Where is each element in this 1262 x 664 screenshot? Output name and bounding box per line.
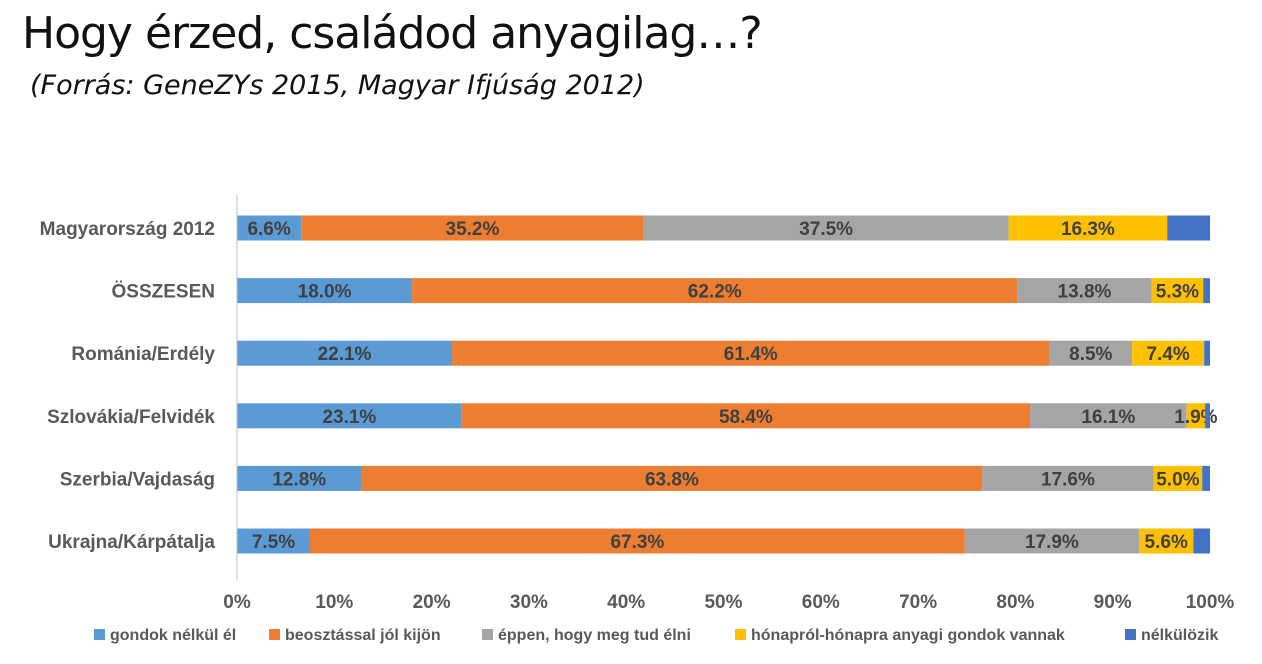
bar-segment-honaprol-honapra-anyagi-gondok-vannak-romania-erdely [1132,340,1205,366]
data-label: 7.5% [252,532,295,553]
data-label: 12.8% [272,469,326,490]
data-label: 63.8% [645,469,699,490]
category-label-szlovakia-felvidek: Szlovákia/Felvidék [47,407,215,428]
data-label: 17.6% [1041,469,1095,490]
bar-segment-beosztassal-jol-kijon-szerbia-vajdasag [361,465,983,491]
bar-segment-beosztassal-jol-kijon-romania-erdely [452,340,1050,366]
bar-segment-gondok-nelkul-el-szlovakia-felvidek [237,403,462,429]
data-label: 1.9% [1174,407,1217,428]
category-label-ukrajna-karpatalja: Ukrajna/Kárpátalja [48,532,215,553]
bar-segment-eppen-hogy-meg-tud-elni-ukrajna-karpatalja [964,528,1139,554]
data-label: 16.1% [1081,407,1135,428]
legend-swatch-honaprol-honapra-anyagi-gondok-vannak [735,629,746,640]
bars-group: 6.6% 35.2% 37.5% 16.3% 18.0% 62.2% 13.8% 5.3% 22… [237,215,1218,554]
data-label: 16.3% [1061,219,1115,240]
bar-segment-honaprol-honapra-anyagi-gondok-vannak-szlovakia-felvidek [1186,403,1206,429]
legend-swatch-nelkulozik [1125,629,1136,640]
chart-subtitle: (Forrás: GeneZYs 2015, Magyar Ifjúság 20… [30,70,645,101]
bar-segment-gondok-nelkul-el-osszesen [237,278,413,304]
x-tick-label: 80% [996,592,1034,613]
x-tick-label: 50% [704,592,742,613]
bar-segment-eppen-hogy-meg-tud-elni-osszesen [1017,278,1152,304]
data-label: 23.1% [322,407,376,428]
bar-segment-eppen-hogy-meg-tud-elni-romania-erdely [1049,340,1133,366]
x-tick-label: 70% [899,592,937,613]
bar-segment-gondok-nelkul-el-romania-erdely [237,340,453,366]
legend-label-nelkulozik: nélkülözik [1141,627,1218,644]
bar-segment-gondok-nelkul-el-szerbia-vajdasag [237,465,362,491]
category-label-osszesen: ÖSSZESEN [112,282,215,303]
data-label: 67.3% [610,532,664,553]
data-label: 22.1% [318,344,372,365]
x-tick-label: 0% [223,592,251,613]
legend-label-eppen-hogy-meg-tud-elni: éppen, hogy meg tud élni [498,627,691,644]
legend-swatch-eppen-hogy-meg-tud-elni [482,629,493,640]
data-label: 58.4% [719,407,773,428]
data-label: 8.5% [1069,344,1112,365]
bar-segment-nelkulozik-romania-erdely [1204,340,1210,366]
category-labels: Magyarország 2012 ÖSSZESEN Románia/Erdély S… [40,219,216,553]
data-label: 17.9% [1025,532,1079,553]
bar-segment-gondok-nelkul-el-magyarorszag-2012 [237,215,302,241]
data-label: 62.2% [688,282,742,303]
data-label: 61.4% [724,344,778,365]
data-label: 13.8% [1058,282,1112,303]
bar-segment-beosztassal-jol-kijon-magyarorszag-2012 [301,215,644,241]
data-label: 18.0% [298,282,352,303]
data-label: 35.2% [446,219,500,240]
legend: gondok nélkül él beosztással jól kijön épp… [94,627,1218,644]
chart-title: Hogy érzed, családod anyagilag…? [22,8,763,59]
bar-segment-eppen-hogy-meg-tud-elni-szerbia-vajdasag [982,465,1154,491]
legend-swatch-beosztassal-jol-kijon [269,629,280,640]
x-axis-tick-labels: 0% 10% 20% 30% 40% 50% 60% 70% 80% 90% 100% [223,592,1234,613]
data-label: 7.4% [1147,344,1190,365]
category-label-magyarorszag-2012: Magyarország 2012 [40,219,215,240]
bar-segment-eppen-hogy-meg-tud-elni-szlovakia-felvidek [1029,403,1187,429]
bar-segment-honaprol-honapra-anyagi-gondok-vannak-magyarorszag-2012 [1008,215,1168,241]
bar-segment-beosztassal-jol-kijon-szlovakia-felvidek [461,403,1030,429]
bar-segment-nelkulozik-osszesen [1203,278,1210,304]
bar-segment-nelkulozik-ukrajna-karpatalja [1193,528,1210,554]
bar-segment-honaprol-honapra-anyagi-gondok-vannak-ukrajna-karpatalja [1138,528,1194,554]
x-tick-label: 10% [315,592,353,613]
data-label: 6.6% [247,219,290,240]
x-tick-label: 40% [607,592,645,613]
bar-segment-honaprol-honapra-anyagi-gondok-vannak-szerbia-vajdasag [1153,465,1203,491]
category-label-szerbia-vajdasag: Szerbia/Vajdaság [60,469,215,490]
bar-segment-eppen-hogy-meg-tud-elni-magyarorszag-2012 [643,215,1009,241]
data-label: 5.6% [1145,532,1188,553]
bar-segment-nelkulozik-magyarorszag-2012 [1167,215,1210,241]
data-label: 37.5% [799,219,853,240]
x-tick-label: 60% [802,592,840,613]
category-label-romania-erdely: Románia/Erdély [71,344,215,365]
bar-segment-nelkulozik-szerbia-vajdasag [1202,465,1210,491]
bar-segment-beosztassal-jol-kijon-osszesen [412,278,1018,304]
x-tick-label: 30% [510,592,548,613]
legend-label-beosztassal-jol-kijon: beosztással jól kijön [285,627,441,644]
x-tick-label: 90% [1094,592,1132,613]
x-tick-label: 20% [413,592,451,613]
legend-label-gondok-nelkul-el: gondok nélkül él [110,627,236,644]
data-label: 5.3% [1156,282,1199,303]
bar-segment-beosztassal-jol-kijon-ukrajna-karpatalja [309,528,965,554]
data-label: 5.0% [1156,469,1199,490]
legend-label-honaprol-honapra-anyagi-gondok-vannak: hónapról-hónapra anyagi gondok vannak [751,627,1065,644]
bar-segment-nelkulozik-szlovakia-felvidek [1205,403,1210,429]
bar-segment-gondok-nelkul-el-ukrajna-karpatalja [237,528,310,554]
legend-swatch-gondok-nelkul-el [94,629,105,640]
bar-segment-honaprol-honapra-anyagi-gondok-vannak-osszesen [1151,278,1204,304]
x-tick-label: 100% [1186,592,1235,613]
